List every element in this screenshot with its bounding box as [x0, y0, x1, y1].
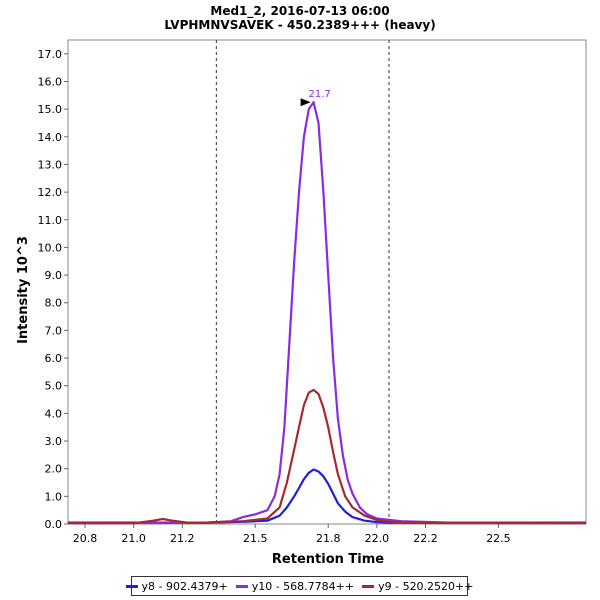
- y-tick-label: 7.0: [45, 324, 63, 337]
- y-tick-label: 4.0: [45, 407, 63, 420]
- series-line-2: [68, 101, 587, 525]
- y-tick-label: 17.0: [38, 48, 63, 61]
- plot-area: [67, 39, 587, 525]
- legend-swatch: [125, 584, 138, 588]
- y-tick-label: 16.0: [38, 75, 63, 88]
- y-tick-label: 6.0: [45, 352, 63, 365]
- y-tick-label: 15.0: [38, 103, 63, 116]
- y-tick-label: 1.0: [45, 490, 63, 503]
- x-tick-label: 22.0: [365, 532, 390, 545]
- y-tick-label: 9.0: [45, 269, 63, 282]
- legend-label: y10 - 568.7784++: [251, 579, 355, 593]
- legend-label: y8 - 902.4379+: [141, 579, 228, 593]
- legend-swatch: [362, 584, 375, 588]
- y-tick-label: 0.0: [45, 518, 63, 531]
- y-tick-label: 10.0: [38, 241, 63, 254]
- x-tick-label: 20.8: [73, 532, 98, 545]
- chart-title: Med1_2, 2016-07-13 06:00: [210, 4, 389, 19]
- y-axis-label: Intensity 10^3: [16, 236, 31, 344]
- y-tick-label: 2.0: [45, 463, 63, 476]
- x-tick-label: 21.0: [121, 532, 146, 545]
- peak-label: 21.7: [308, 89, 330, 100]
- x-tick-label: 22.5: [486, 532, 511, 545]
- x-tick-label: 22.2: [413, 532, 438, 545]
- peak-marker-icon: [300, 98, 311, 107]
- x-tick-label: 21.8: [316, 532, 341, 545]
- y-tick-label: 8.0: [45, 297, 63, 310]
- x-axis-label: Retention Time: [272, 552, 384, 567]
- legend-item: y8 - 902.4379+: [125, 579, 228, 593]
- x-tick-label: 21.5: [243, 532, 268, 545]
- x-tick-label: 21.2: [170, 532, 195, 545]
- chart-subtitle: LVPHMNVSAVEK - 450.2389+++ (heavy): [164, 18, 435, 32]
- legend-label: y9 - 520.2520++: [378, 579, 474, 593]
- y-tick-label: 5.0: [45, 380, 63, 393]
- y-tick-label: 12.0: [38, 186, 63, 199]
- series-line-3: [68, 388, 586, 525]
- y-tick-label: 13.0: [38, 158, 63, 171]
- y-tick-label: 3.0: [45, 435, 63, 448]
- legend-item: y9 - 520.2520++: [362, 580, 473, 593]
- legend-swatch: [235, 584, 248, 588]
- legend: y8 - 902.4379+ y10 - 568.7784++ y9 - 520.2…: [125, 576, 473, 596]
- y-tick-label: 14.0: [38, 131, 63, 144]
- y-tick-label: 11.0: [38, 214, 63, 227]
- series-line-1: [68, 468, 586, 524]
- legend-item: y10 - 568.7784++: [235, 579, 355, 593]
